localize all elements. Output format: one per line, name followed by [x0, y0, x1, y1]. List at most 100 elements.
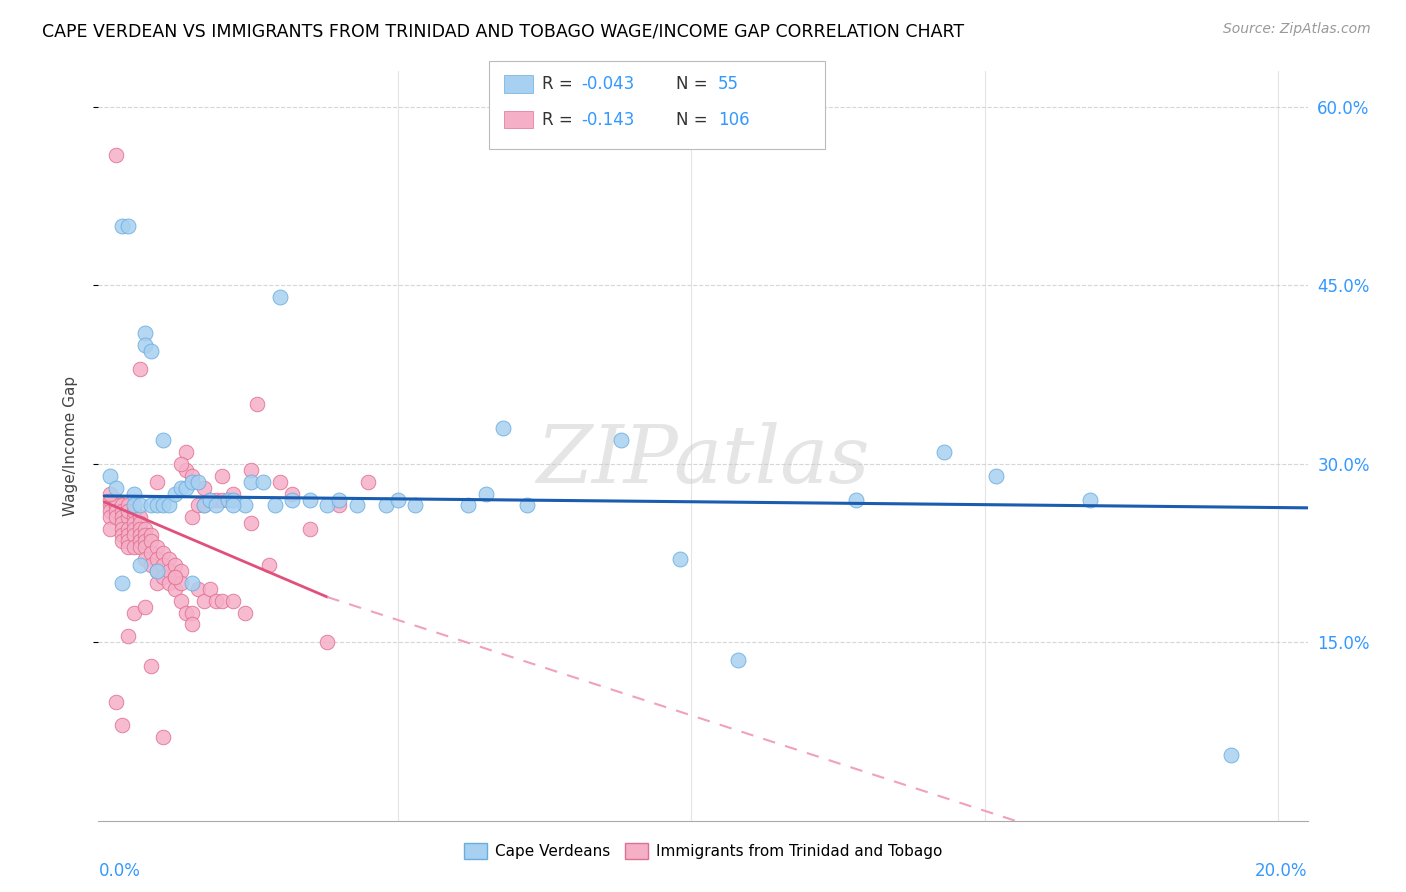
Immigrants from Trinidad and Tobago — [122, 516, 145, 531]
Text: N =: N = — [676, 75, 713, 93]
Cape Verdeans — [281, 492, 304, 507]
Immigrants from Trinidad and Tobago — [122, 510, 145, 524]
Cape Verdeans — [1080, 492, 1102, 507]
Cape Verdeans — [475, 486, 498, 500]
Immigrants from Trinidad and Tobago — [98, 492, 121, 507]
Immigrants from Trinidad and Tobago — [222, 486, 245, 500]
Cape Verdeans — [932, 445, 955, 459]
Immigrants from Trinidad and Tobago — [328, 499, 350, 513]
Immigrants from Trinidad and Tobago — [141, 528, 163, 542]
Text: -0.043: -0.043 — [582, 75, 636, 93]
Text: -0.143: -0.143 — [582, 111, 636, 128]
Y-axis label: Wage/Income Gap: Wage/Income Gap — [63, 376, 77, 516]
Cape Verdeans — [122, 499, 145, 513]
Immigrants from Trinidad and Tobago — [181, 510, 204, 524]
Immigrants from Trinidad and Tobago — [269, 475, 291, 489]
Cape Verdeans — [198, 492, 221, 507]
Immigrants from Trinidad and Tobago — [117, 540, 139, 554]
Cape Verdeans — [111, 219, 134, 233]
Immigrants from Trinidad and Tobago — [211, 492, 233, 507]
Cape Verdeans — [181, 575, 204, 590]
Immigrants from Trinidad and Tobago — [134, 540, 156, 554]
Immigrants from Trinidad and Tobago — [134, 552, 156, 566]
Cape Verdeans — [128, 499, 150, 513]
Immigrants from Trinidad and Tobago — [128, 540, 150, 554]
Immigrants from Trinidad and Tobago — [105, 510, 128, 524]
Cape Verdeans — [134, 326, 156, 340]
Immigrants from Trinidad and Tobago — [163, 582, 186, 596]
Legend: Cape Verdeans, Immigrants from Trinidad and Tobago: Cape Verdeans, Immigrants from Trinidad … — [458, 838, 948, 865]
Immigrants from Trinidad and Tobago — [157, 564, 180, 578]
Immigrants from Trinidad and Tobago — [128, 528, 150, 542]
Cape Verdeans — [204, 499, 226, 513]
Immigrants from Trinidad and Tobago — [222, 593, 245, 607]
Immigrants from Trinidad and Tobago — [181, 606, 204, 620]
Cape Verdeans — [105, 481, 128, 495]
Immigrants from Trinidad and Tobago — [134, 522, 156, 536]
Text: 0.0%: 0.0% — [98, 862, 141, 880]
Cape Verdeans — [141, 343, 163, 358]
Immigrants from Trinidad and Tobago — [117, 499, 139, 513]
Immigrants from Trinidad and Tobago — [105, 492, 128, 507]
Immigrants from Trinidad and Tobago — [193, 481, 215, 495]
Cape Verdeans — [233, 499, 256, 513]
Immigrants from Trinidad and Tobago — [134, 599, 156, 614]
Immigrants from Trinidad and Tobago — [117, 629, 139, 643]
Immigrants from Trinidad and Tobago — [357, 475, 380, 489]
Immigrants from Trinidad and Tobago — [141, 558, 163, 572]
Immigrants from Trinidad and Tobago — [163, 570, 186, 584]
Immigrants from Trinidad and Tobago — [111, 504, 134, 518]
Immigrants from Trinidad and Tobago — [146, 575, 169, 590]
Immigrants from Trinidad and Tobago — [128, 361, 150, 376]
Immigrants from Trinidad and Tobago — [105, 504, 128, 518]
Immigrants from Trinidad and Tobago — [128, 522, 150, 536]
Immigrants from Trinidad and Tobago — [169, 564, 191, 578]
Cape Verdeans — [404, 499, 426, 513]
Immigrants from Trinidad and Tobago — [152, 546, 174, 560]
Immigrants from Trinidad and Tobago — [128, 510, 150, 524]
Immigrants from Trinidad and Tobago — [111, 522, 134, 536]
Immigrants from Trinidad and Tobago — [122, 528, 145, 542]
Immigrants from Trinidad and Tobago — [122, 504, 145, 518]
Immigrants from Trinidad and Tobago — [128, 516, 150, 531]
Cape Verdeans — [111, 575, 134, 590]
Immigrants from Trinidad and Tobago — [169, 593, 191, 607]
Immigrants from Trinidad and Tobago — [152, 570, 174, 584]
Immigrants from Trinidad and Tobago — [163, 570, 186, 584]
Cape Verdeans — [316, 499, 339, 513]
Cape Verdeans — [375, 499, 398, 513]
Cape Verdeans — [187, 475, 209, 489]
Cape Verdeans — [668, 552, 690, 566]
Immigrants from Trinidad and Tobago — [181, 468, 204, 483]
Immigrants from Trinidad and Tobago — [198, 582, 221, 596]
Immigrants from Trinidad and Tobago — [98, 499, 121, 513]
Immigrants from Trinidad and Tobago — [98, 522, 121, 536]
Immigrants from Trinidad and Tobago — [211, 593, 233, 607]
Immigrants from Trinidad and Tobago — [181, 617, 204, 632]
Immigrants from Trinidad and Tobago — [169, 575, 191, 590]
Immigrants from Trinidad and Tobago — [128, 534, 150, 549]
Cape Verdeans — [1220, 748, 1243, 763]
Immigrants from Trinidad and Tobago — [146, 564, 169, 578]
Cape Verdeans — [146, 499, 169, 513]
Immigrants from Trinidad and Tobago — [111, 534, 134, 549]
Cape Verdeans — [516, 499, 538, 513]
Cape Verdeans — [346, 499, 368, 513]
Cape Verdeans — [141, 499, 163, 513]
Cape Verdeans — [263, 499, 285, 513]
Immigrants from Trinidad and Tobago — [98, 504, 121, 518]
Cape Verdeans — [217, 492, 239, 507]
Text: 106: 106 — [718, 111, 749, 128]
Immigrants from Trinidad and Tobago — [176, 606, 198, 620]
Immigrants from Trinidad and Tobago — [141, 546, 163, 560]
Immigrants from Trinidad and Tobago — [204, 593, 226, 607]
Immigrants from Trinidad and Tobago — [281, 486, 304, 500]
Cape Verdeans — [727, 653, 749, 667]
Cape Verdeans — [845, 492, 868, 507]
Cape Verdeans — [181, 475, 204, 489]
Cape Verdeans — [252, 475, 274, 489]
Immigrants from Trinidad and Tobago — [117, 534, 139, 549]
Immigrants from Trinidad and Tobago — [169, 457, 191, 471]
Immigrants from Trinidad and Tobago — [152, 558, 174, 572]
Text: 20.0%: 20.0% — [1256, 862, 1308, 880]
